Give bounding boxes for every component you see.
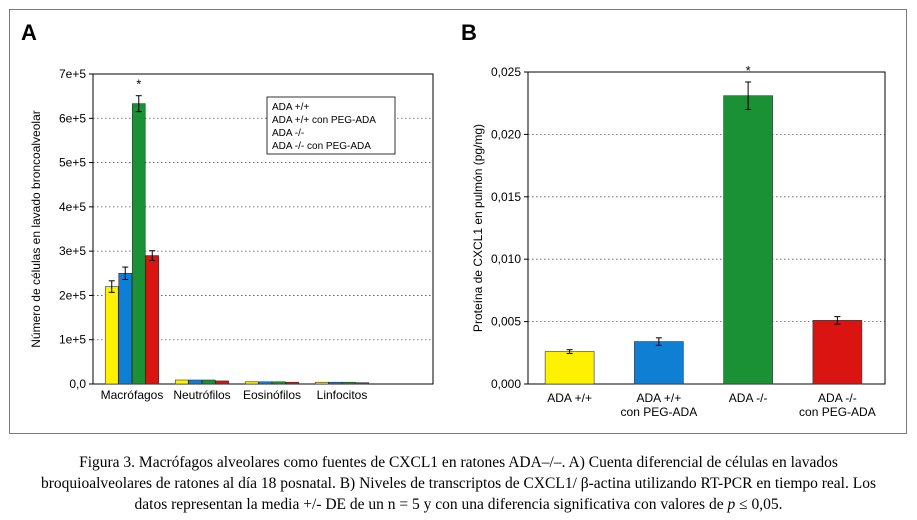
y-tick-label: 3e+5 xyxy=(59,244,86,258)
x-category-label-line: ADA +/+ xyxy=(547,391,592,405)
y-axis-label: Proteína de CXCL1 en pulmón (pg/mg) xyxy=(471,124,485,332)
legend-entry: ADA -/- con PEG-ADA xyxy=(272,141,371,152)
caption-p-symbol: p xyxy=(727,496,736,513)
y-tick-label: 7e+5 xyxy=(59,67,86,81)
y-tick-label: 4e+5 xyxy=(59,200,86,214)
caption-line-2: broquioalveolares de ratones al día 18 p… xyxy=(40,475,876,492)
x-category-label: ADA +/+ xyxy=(547,391,592,405)
x-category-label: Linfocitos xyxy=(317,388,368,402)
x-category-label: ADA -/-con PEG-ADA xyxy=(799,391,876,419)
caption-line-1: Figura 3. Macrófagos alveolares como fue… xyxy=(79,454,838,471)
bar-ada-con-peg-ada xyxy=(328,381,343,385)
y-tick-label: 0,0 xyxy=(69,377,86,391)
caption-line-3b: ≤ 0,05. xyxy=(735,496,783,513)
y-tick-label: 0,010 xyxy=(491,252,521,266)
caption-line-3: datos representan la media +/- DE de un … xyxy=(0,494,917,515)
significance-star: * xyxy=(746,63,751,78)
y-tick-label: 0,025 xyxy=(491,65,521,79)
bar-ada- xyxy=(174,379,189,385)
x-category-label-line: con PEG-ADA xyxy=(621,405,698,419)
significance-star: * xyxy=(136,77,141,92)
bar-ada- xyxy=(723,95,773,385)
y-axis-label: Número de células en lavado broncoalveol… xyxy=(29,110,43,347)
legend-entry: ADA +/+ xyxy=(272,102,309,113)
figure-frame xyxy=(9,9,907,434)
y-tick-label: 6e+5 xyxy=(59,111,86,125)
panel-b-letter: B xyxy=(461,20,477,45)
legend-box xyxy=(266,96,396,155)
y-tick-label: 5e+5 xyxy=(59,156,86,170)
bar-ada- xyxy=(271,381,286,385)
bar-ada-con-peg-ada xyxy=(355,382,370,385)
y-tick-label: 2e+5 xyxy=(59,288,86,302)
legend-entry: ADA -/- xyxy=(272,128,304,139)
y-tick-label: 0,020 xyxy=(491,127,521,141)
bar-ada-con-peg-ada xyxy=(285,381,300,385)
bar-ada- xyxy=(201,379,216,385)
x-category-label-line: ADA -/- xyxy=(818,391,857,405)
bar-ada- xyxy=(244,381,259,385)
bar-ada-con-peg-ada xyxy=(215,380,230,385)
figure-caption: Figura 3. Macrófagos alveolares como fue… xyxy=(0,452,917,515)
y-tick-label: 0,000 xyxy=(491,377,521,391)
x-category-label-line: ADA -/- xyxy=(729,391,768,405)
x-category-label: Eosinófilos xyxy=(243,388,301,402)
bar-ada-con-peg-ada xyxy=(634,341,684,385)
panel-a-letter: A xyxy=(21,20,37,45)
y-tick-label: 1e+5 xyxy=(59,333,86,347)
x-category-label: ADA +/+ con PEG-ADA xyxy=(621,391,698,419)
x-category-label: Neutrófilos xyxy=(173,388,230,402)
x-category-label-line: con PEG-ADA xyxy=(799,405,876,419)
bar-ada- xyxy=(544,351,595,385)
bar-ada-con-peg-ada xyxy=(258,381,273,385)
bar-ada-con-peg-ada xyxy=(188,379,203,385)
x-category-label-line: ADA +/+ xyxy=(637,391,682,405)
plot-area-b xyxy=(527,71,886,385)
y-tick-label: 0,005 xyxy=(491,315,521,329)
x-category-label: ADA -/- xyxy=(729,391,768,405)
y-tick-label: 0,015 xyxy=(491,190,521,204)
x-category-label: Macrófagos xyxy=(101,388,164,402)
bar-ada- xyxy=(341,381,356,385)
legend-entry: ADA +/+ con PEG-ADA xyxy=(272,115,376,126)
caption-line-3a: datos representan la media +/- DE de un … xyxy=(134,496,728,513)
bar-ada-con-peg-ada xyxy=(812,320,863,385)
bar-ada- xyxy=(314,381,329,385)
chart-a: 0,0 1e+5 2e+5 3e+5 4e+5 5e+5 6e+5 7e+5 Macrófago… xyxy=(29,67,434,402)
